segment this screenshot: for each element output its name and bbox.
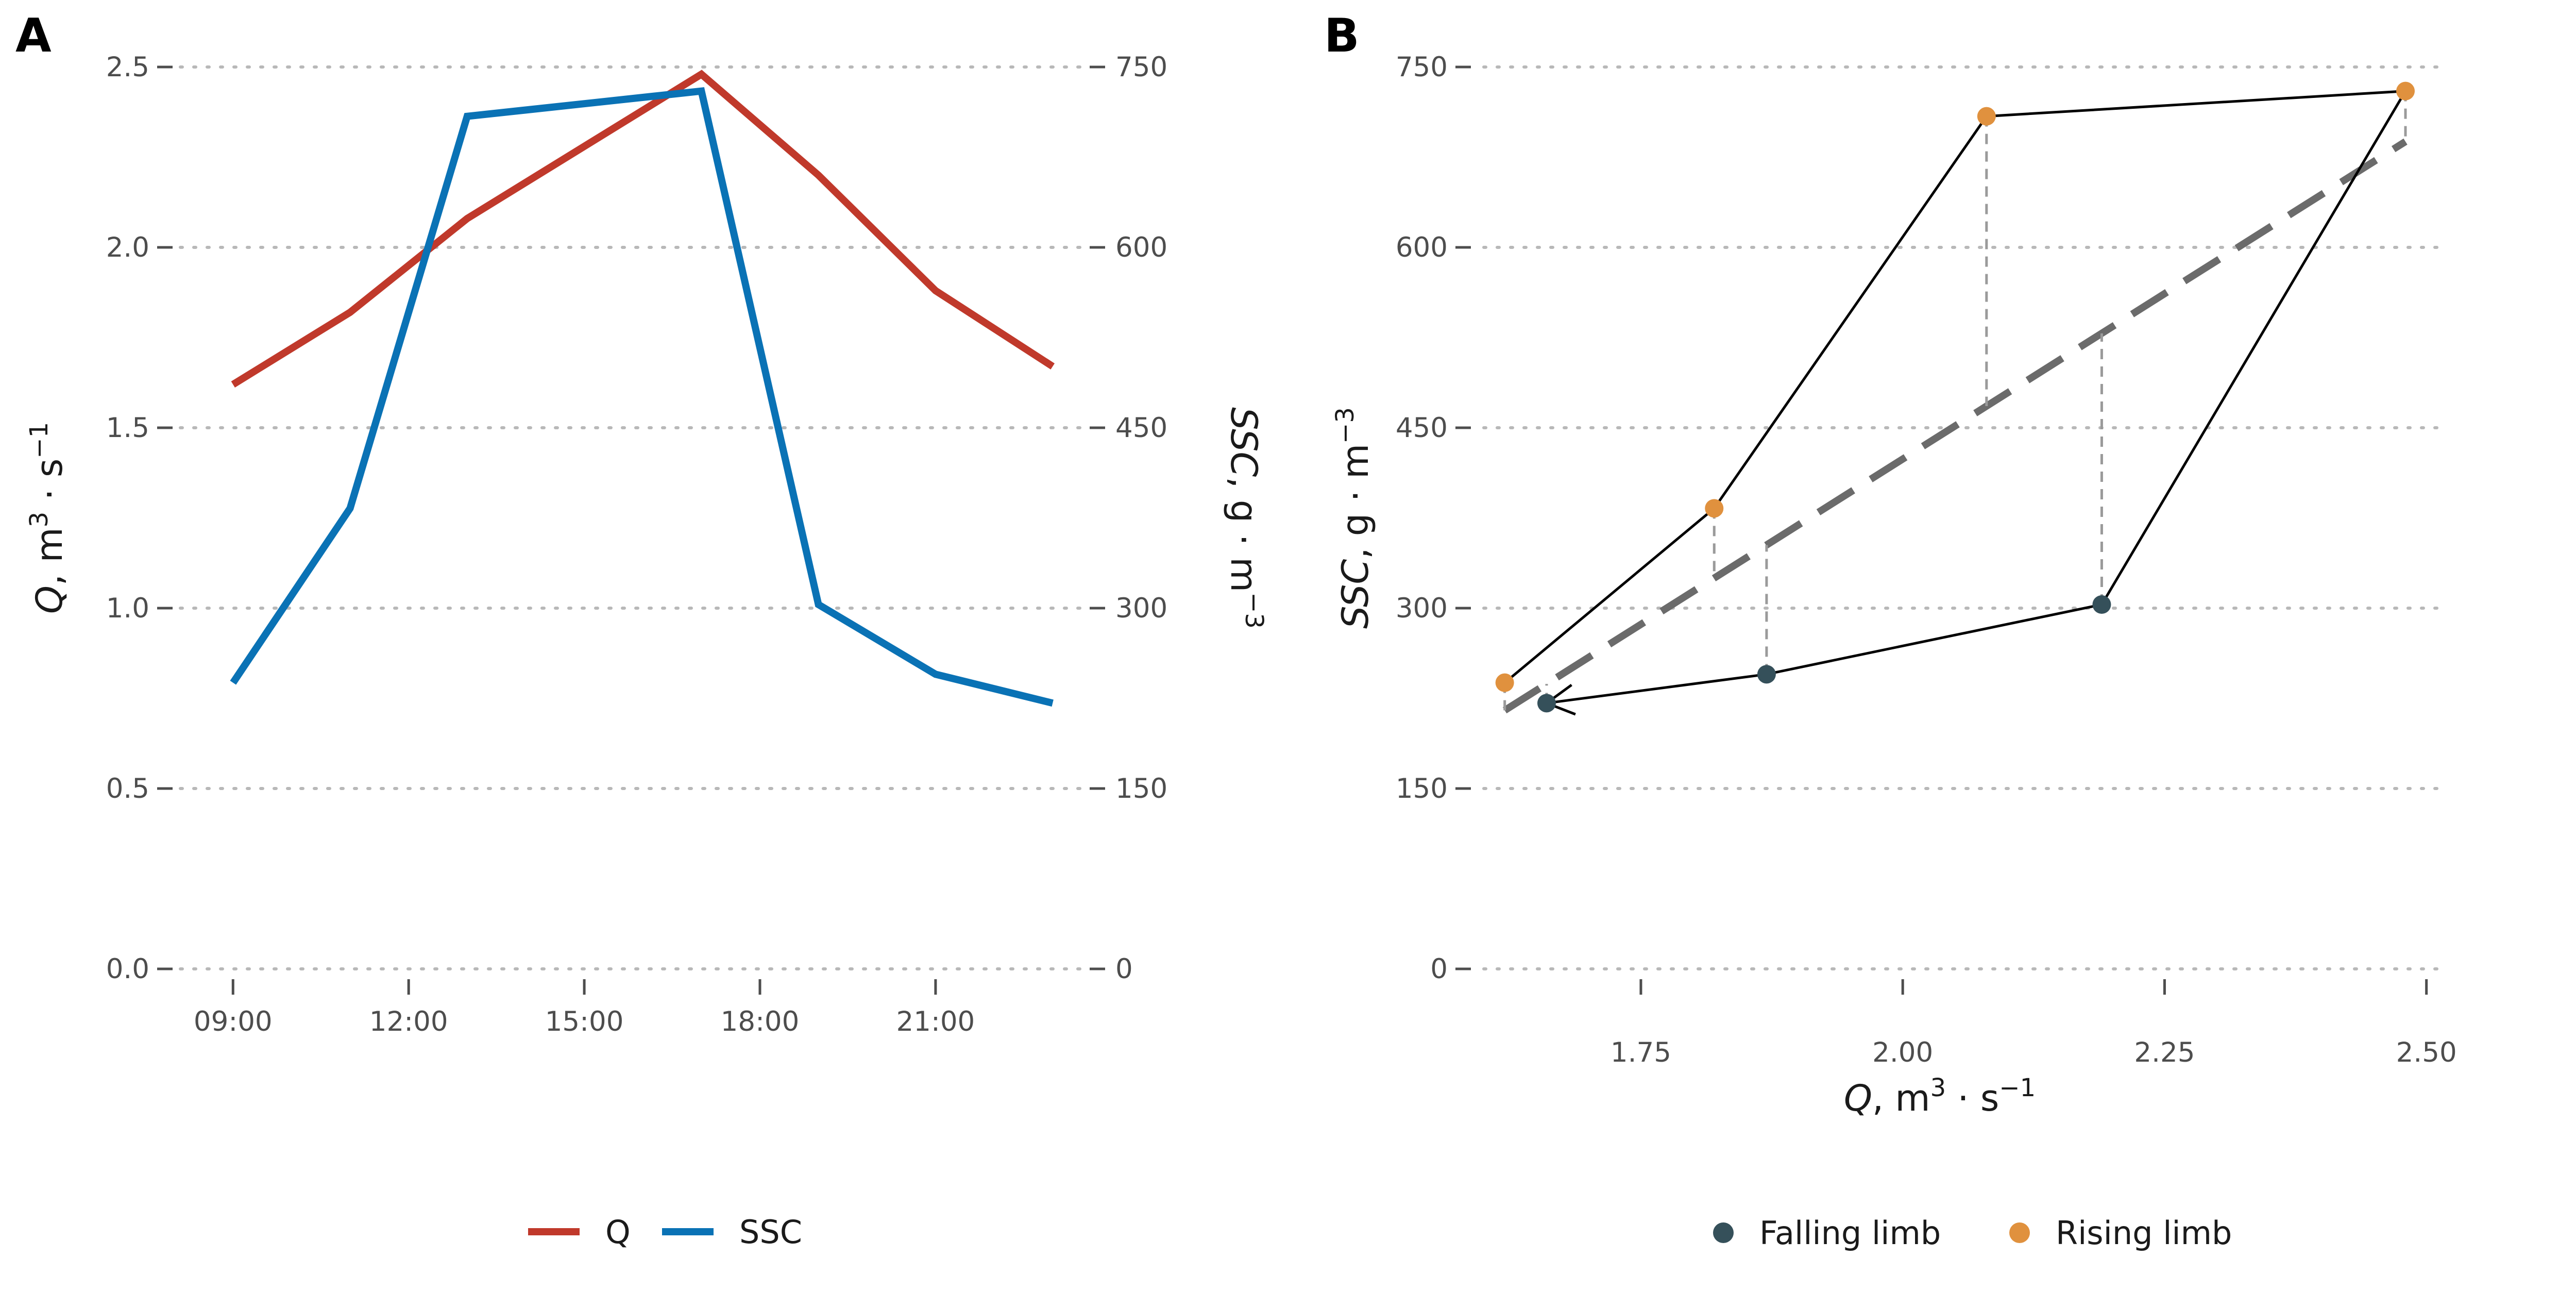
fit-line: [1502, 138, 2408, 714]
y-tick-label-left: 2.0: [106, 232, 149, 263]
y-tick-label-right: 300: [1115, 593, 1167, 624]
y-tick-label-left: 2.5: [106, 52, 149, 83]
hysteresis-path: [1504, 89, 2408, 705]
y-tick-label-right: 150: [1115, 773, 1167, 804]
data-point-rising: [1977, 107, 1996, 126]
x-tick-label: 1.75: [1611, 1037, 1671, 1068]
panel-a: 0.0 0 0.5 150 1.0 300 1.5 450 2.0 600 2.5 750 09:00 1…: [25, 52, 1268, 1037]
y-tick-label: 450: [1396, 412, 1448, 444]
legend-label-q: Q: [605, 1213, 631, 1251]
data-point-falling: [1537, 694, 1556, 713]
legend-label-rising: Rising limb: [2056, 1214, 2232, 1252]
y-tick-label-left: 0.0: [106, 953, 149, 985]
data-point-rising: [1495, 673, 1514, 692]
y-tick-label: 0: [1430, 953, 1448, 985]
y-tick-label-left: 0.5: [106, 773, 149, 804]
y-tick-label-right: 0: [1115, 953, 1133, 985]
y-tick-label-right: 600: [1115, 232, 1167, 263]
data-point-falling: [1757, 665, 1776, 684]
y-axis-title: SSC, g · m−3: [1331, 407, 1377, 629]
series-line-q: [231, 70, 1055, 388]
data-point-rising: [1705, 499, 1724, 518]
y-tick-label: 150: [1396, 773, 1448, 804]
x-tick-label: 09:00: [194, 1006, 273, 1037]
series-line-ssc: [230, 87, 1054, 707]
x-tick-label: 2.00: [1872, 1037, 1933, 1068]
legend-label-falling: Falling limb: [1759, 1214, 1941, 1252]
x-tick-label: 18:00: [721, 1006, 800, 1037]
legend-swatch-falling: [1713, 1222, 1734, 1243]
y-tick-label-left: 1.5: [106, 412, 149, 444]
x-tick-label: 12:00: [369, 1006, 448, 1037]
y-tick-label: 300: [1396, 593, 1448, 624]
panel-a-label: A: [15, 9, 52, 63]
legend-swatch-rising: [2009, 1222, 2030, 1243]
panel-b-label: B: [1324, 9, 1360, 63]
y-tick-label: 600: [1396, 232, 1448, 263]
data-point-falling: [2092, 595, 2111, 614]
legend-a: Q SSC: [528, 1213, 802, 1251]
y-tick-label: 750: [1396, 52, 1448, 83]
panel-b: 0 150 300 450 600 750 1.75 2.00 2.25 2.50 SSC, g ·…: [1331, 52, 2457, 1119]
y-axis-title-right: SSC, g · m−3: [1223, 407, 1268, 629]
y-tick-label-right: 750: [1115, 52, 1167, 83]
legend-b: Falling limb Rising limb: [1713, 1214, 2232, 1252]
x-axis-title: Q, m3 · s−1: [1844, 1074, 2036, 1119]
x-tick-label: 15:00: [545, 1006, 624, 1037]
legend-label-ssc: SSC: [739, 1213, 802, 1251]
x-tick-label: 2.50: [2396, 1037, 2457, 1068]
y-tick-label-left: 1.0: [106, 593, 149, 624]
data-point-rising: [2396, 81, 2415, 100]
y-tick-label-right: 450: [1115, 412, 1167, 444]
y-axis-title-left: Q, m3 · s−1: [25, 422, 71, 614]
x-tick-label: 2.25: [2134, 1037, 2195, 1068]
x-tick-label: 21:00: [896, 1006, 975, 1037]
